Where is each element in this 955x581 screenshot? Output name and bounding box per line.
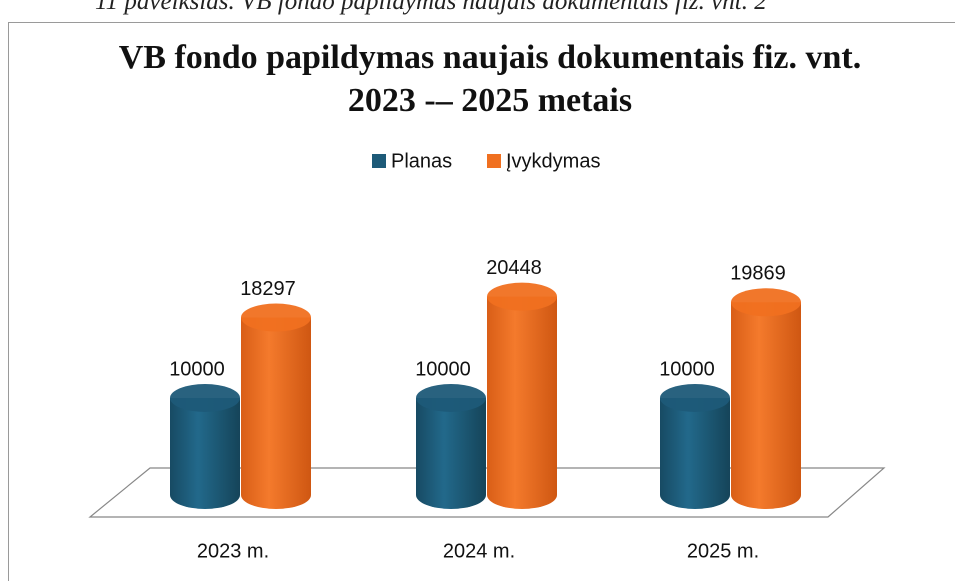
- data-label: 20448: [486, 257, 542, 279]
- data-label: 10000: [169, 358, 225, 380]
- cylinder-top: [731, 288, 801, 317]
- caption: 11 paveikslas. VB fondo papildymas nauja…: [95, 0, 767, 15]
- legend-label: Planas: [391, 150, 452, 172]
- data-label: 10000: [659, 358, 715, 380]
- legend-swatch: [372, 154, 386, 168]
- x-tick-label: 2024 m.: [443, 540, 515, 562]
- bar-cylinder: [660, 398, 730, 509]
- bar-cylinder: [416, 398, 486, 509]
- data-label: 18297: [240, 278, 296, 300]
- data-label: 10000: [415, 358, 471, 380]
- chart-frame: [8, 22, 955, 581]
- bar-cylinder: [487, 296, 557, 509]
- bar-cylinder: [170, 398, 240, 509]
- cylinder-top: [170, 384, 240, 412]
- x-tick-label: 2025 m.: [687, 540, 759, 562]
- cylinder-top: [241, 303, 311, 332]
- legend-swatch: [487, 154, 501, 168]
- legend-label: Įvykdymas: [506, 150, 600, 172]
- bar-cylinder: [731, 302, 801, 509]
- cylinder-top: [416, 384, 486, 412]
- bar-cylinder: [241, 317, 311, 509]
- cylinder-top: [660, 384, 730, 412]
- data-label: 19869: [730, 263, 786, 285]
- cylinder-top: [487, 282, 557, 311]
- x-tick-label: 2023 m.: [197, 540, 269, 562]
- chart-title: VB fondo papildymas naujais dokumentais …: [118, 39, 862, 119]
